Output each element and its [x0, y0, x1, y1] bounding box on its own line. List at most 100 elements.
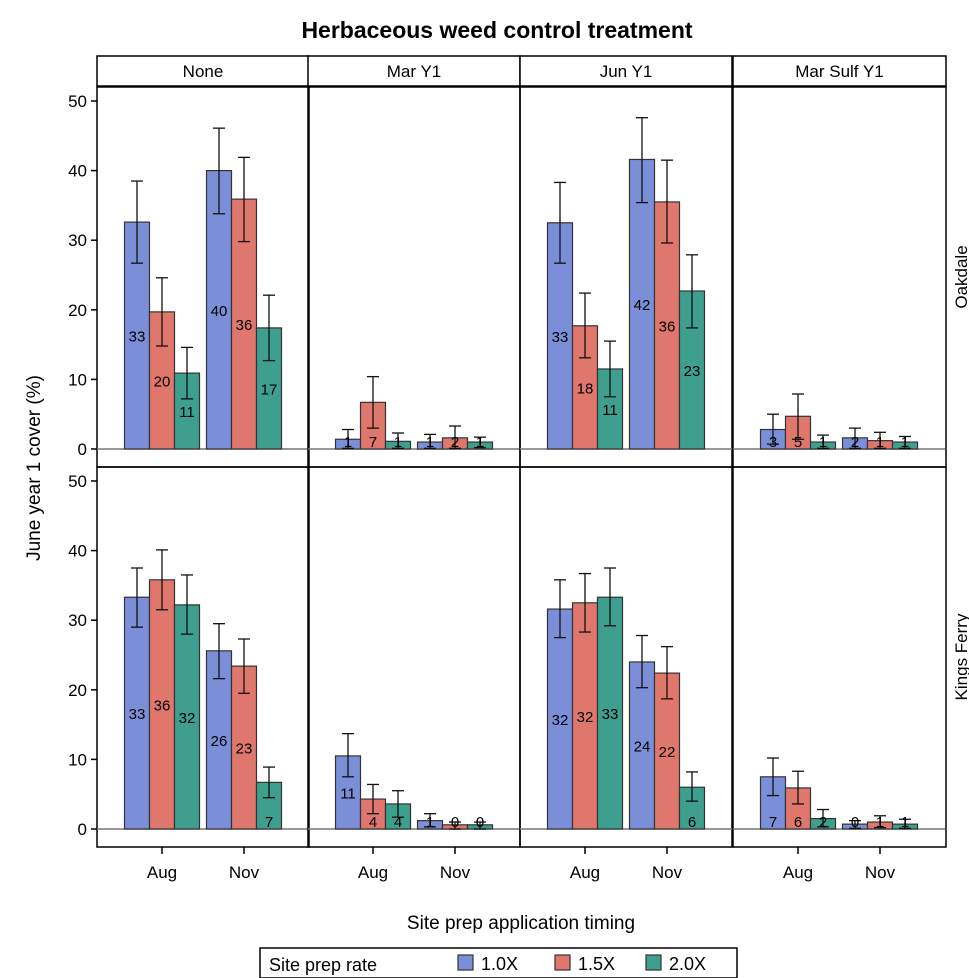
legend-entry-label: 2.0X: [669, 954, 706, 974]
bar-2.0X-Aug: [596, 596, 624, 830]
data-label: 6: [688, 814, 696, 831]
data-label: 2: [851, 434, 859, 451]
data-label: 33: [602, 706, 619, 723]
data-label: 7: [265, 814, 273, 831]
x-tick-label-0-0: Aug: [147, 863, 177, 882]
x-tick-label-1-1: Nov: [440, 863, 471, 882]
data-label: 36: [236, 317, 253, 334]
y-tick-label-r0-2: 20: [68, 301, 87, 320]
data-label: 23: [684, 363, 701, 380]
data-label: 11: [602, 402, 618, 419]
data-label: 4: [394, 814, 402, 831]
data-label: 1: [426, 434, 434, 451]
y-tick-label-r1-3: 30: [68, 611, 87, 630]
row-label-0: Oakdale: [952, 245, 969, 308]
data-label: 40: [211, 303, 228, 320]
bar-1.0X-Nov: [628, 158, 656, 450]
y-axis-title: June year 1 cover (%): [24, 375, 45, 561]
bar-1.0X-Nov: [205, 650, 233, 830]
legend-entry-label: 1.5X: [578, 954, 615, 974]
data-label: 0: [851, 814, 859, 831]
y-tick-label-r0-5: 50: [68, 92, 87, 111]
chart-title: Herbaceous weed control treatment: [301, 17, 692, 43]
data-label: 2: [451, 434, 459, 451]
panel-0-2: 33 42 18 36 11 23: [519, 86, 733, 468]
data-label: 1: [426, 814, 434, 831]
data-label: 1: [876, 434, 884, 451]
y-tick-label-r0-4: 40: [68, 162, 87, 181]
panel-grid: None Mar Y1 Jun Y1 Mar Sulf Y1 Oakdale Kings …: [68, 55, 969, 882]
legend-swatch-2.0X: [645, 954, 662, 971]
data-label: 24: [634, 738, 651, 755]
data-label: 1: [901, 814, 909, 831]
y-tick-label-r0-3: 30: [68, 231, 87, 250]
x-tick-label-2-1: Nov: [652, 863, 683, 882]
panel-0-1: 1 17 21 1: [307, 86, 521, 468]
data-label: 7: [769, 814, 777, 831]
data-label: 22: [659, 744, 676, 761]
data-label: 32: [179, 710, 196, 727]
bar-2.0X-Nov: [678, 290, 706, 450]
y-tick-label-r1-1: 10: [68, 750, 87, 769]
legend-frame: [259, 947, 738, 978]
data-label: 36: [154, 697, 171, 714]
data-label: 18: [577, 380, 594, 397]
data-label: 23: [236, 741, 253, 758]
strip-header-3: [732, 55, 947, 87]
bar-1.5X-Aug: [148, 579, 176, 830]
legend-entries: 1.0X 1.5X 2.0X: [457, 954, 706, 974]
data-label: 36: [659, 318, 676, 335]
bar-1.0X-Aug: [123, 596, 151, 830]
data-label: 17: [261, 381, 278, 398]
data-label: 1: [901, 434, 909, 451]
data-label: 1: [819, 434, 827, 451]
x-tick-label-3-0: Aug: [783, 863, 813, 882]
data-label: 32: [577, 709, 594, 726]
strip-header-2: [519, 55, 733, 87]
legend-title: Site prep rate: [269, 955, 377, 975]
data-label: 0: [451, 814, 459, 831]
strip-label-3: Mar Sulf Y1: [795, 62, 884, 81]
strip-label-1: Mar Y1: [387, 62, 442, 81]
panel-1-0: 33 26 36 23 32 7: [96, 466, 310, 848]
panel-frame: [732, 466, 947, 848]
panel-frame: [519, 466, 733, 848]
row-label-1: Kings Ferry: [952, 613, 969, 700]
panel-1-2: 32 24 32 22 33 6: [519, 466, 733, 848]
x-axis-title: Site prep application timing: [407, 913, 635, 934]
data-label: 26: [211, 733, 228, 750]
legend-swatch-1.0X: [457, 954, 474, 971]
strip-header-0: [96, 55, 310, 87]
panel-1-3: 7 06 12 1: [732, 466, 947, 848]
y-tick-label-r0-1: 10: [68, 370, 87, 389]
legend-swatch-1.5X: [554, 954, 571, 971]
data-label: 32: [552, 712, 569, 729]
data-label: 33: [129, 329, 146, 346]
data-label: 42: [634, 297, 651, 314]
bar-2.0X-Aug: [173, 604, 201, 830]
data-label: 3: [769, 434, 777, 451]
panel-0-0: 33 40 20 36 11 17: [96, 86, 310, 468]
bar-1.0X-Nov: [205, 170, 233, 450]
x-tick-label-2-0: Aug: [570, 863, 600, 882]
panel-frame: [96, 466, 310, 848]
strip-header-1: [307, 55, 521, 87]
data-label: 33: [129, 706, 146, 723]
legend: Site prep rate 1.0X 1.5X 2.0X: [259, 947, 738, 978]
x-tick-label-0-1: Nov: [229, 863, 260, 882]
data-label: 1: [476, 434, 484, 451]
strip-label-0: None: [183, 62, 224, 81]
panel-frame: [732, 86, 947, 468]
x-tick-label-3-1: Nov: [865, 863, 896, 882]
data-label: 11: [340, 785, 356, 802]
y-tick-label-r0-0: 0: [78, 440, 87, 459]
y-tick-label-r1-2: 20: [68, 681, 87, 700]
y-tick-label-r1-0: 0: [78, 820, 87, 839]
y-tick-label-r1-4: 40: [68, 542, 87, 561]
x-tick-label-1-0: Aug: [358, 863, 388, 882]
data-label: 7: [369, 434, 377, 451]
data-label: 2: [819, 814, 827, 831]
data-label: 11: [179, 404, 195, 421]
data-label: 33: [552, 329, 569, 346]
